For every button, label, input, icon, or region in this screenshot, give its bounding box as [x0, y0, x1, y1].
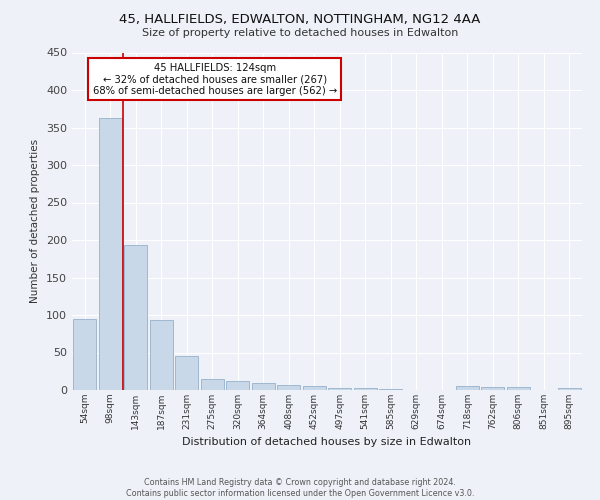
- X-axis label: Distribution of detached houses by size in Edwalton: Distribution of detached houses by size …: [182, 438, 472, 448]
- Bar: [252, 382, 275, 390]
- Bar: [124, 245, 147, 390]
- Text: Contains HM Land Registry data © Crown copyright and database right 2024.
Contai: Contains HM Land Registry data © Crown c…: [126, 478, 474, 498]
- Bar: [175, 356, 198, 390]
- Bar: [201, 379, 224, 390]
- Bar: [481, 387, 504, 390]
- Y-axis label: Number of detached properties: Number of detached properties: [31, 139, 40, 304]
- Bar: [150, 320, 173, 390]
- Bar: [328, 388, 351, 390]
- Bar: [73, 319, 96, 390]
- Text: Size of property relative to detached houses in Edwalton: Size of property relative to detached ho…: [142, 28, 458, 38]
- Bar: [277, 385, 300, 390]
- Bar: [558, 388, 581, 390]
- Bar: [354, 388, 377, 390]
- Bar: [507, 387, 530, 390]
- Bar: [99, 118, 122, 390]
- Bar: [456, 386, 479, 390]
- Text: 45, HALLFIELDS, EDWALTON, NOTTINGHAM, NG12 4AA: 45, HALLFIELDS, EDWALTON, NOTTINGHAM, NG…: [119, 12, 481, 26]
- Text: 45 HALLFIELDS: 124sqm
← 32% of detached houses are smaller (267)
68% of semi-det: 45 HALLFIELDS: 124sqm ← 32% of detached …: [92, 62, 337, 96]
- Bar: [379, 389, 402, 390]
- Bar: [226, 381, 249, 390]
- Bar: [303, 386, 326, 390]
